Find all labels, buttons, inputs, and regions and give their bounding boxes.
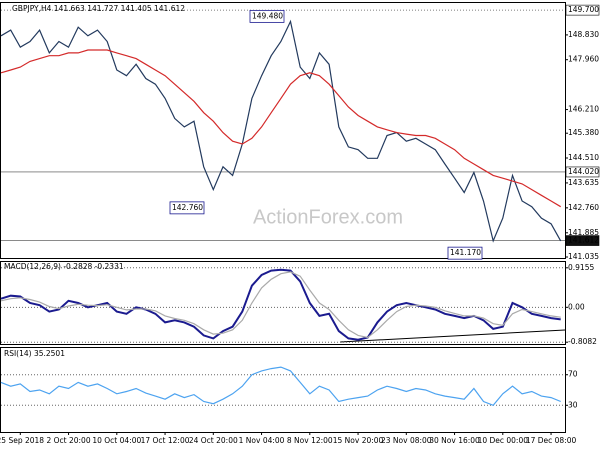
y-tick-label: -0.8082 (568, 337, 597, 346)
level-label: 149.700 (568, 5, 599, 14)
annotation-label: 149.480 (252, 11, 283, 20)
y-tick-label: 0.9155 (568, 263, 594, 272)
level-box (565, 166, 600, 178)
watermark: ActionForex.com (253, 206, 403, 228)
annotation-label: 142.760 (172, 203, 203, 212)
x-tick-label: 1 Nov 04:00 (239, 436, 285, 445)
x-tick-label: 8 Nov 12:00 (287, 436, 333, 445)
x-tick-label: 24 Oct 20:00 (189, 436, 238, 445)
series-line (0, 49, 562, 208)
rsi-panel (0, 347, 566, 433)
level-box (565, 4, 600, 16)
y-tick-label: 30 (568, 400, 578, 409)
annotation-label: 141.170 (450, 248, 481, 257)
x-tick-label: 30 Nov 16:00 (429, 436, 480, 445)
series-line (0, 366, 561, 407)
level-box (565, 235, 600, 246)
y-tick-label: 148.830 (568, 30, 599, 39)
chart-title: GBPJPY,H4 141.663 141.727 141.405 141.61… (12, 4, 185, 13)
y-tick-label: 143.635 (568, 178, 599, 187)
level-label: 144.020 (568, 167, 599, 176)
y-tick-label: 70 (568, 370, 578, 379)
macd-title: MACD(12,26,9) -0.2828 -0.2331 (4, 262, 124, 271)
x-tick-label: 10 Oct 04:00 (92, 436, 141, 445)
x-tick-label: 2 Oct 20:00 (46, 436, 90, 445)
x-tick-label: 10 Dec 00:00 (478, 436, 529, 445)
y-tick-label: 141.885 (568, 228, 599, 237)
macd-trendline (339, 329, 566, 343)
x-tick-label: 15 Nov 20:00 (333, 436, 384, 445)
level-label: 141.612 (568, 236, 599, 245)
y-tick-label: 145.380 (568, 128, 599, 137)
annotation-box (447, 246, 483, 260)
y-tick-label: 0.00 (568, 302, 585, 311)
x-tick-label: 25 Sep 2018 (0, 436, 44, 445)
rsi-title: RSI(14) 35.2501 (4, 349, 65, 358)
annotation-box (169, 201, 205, 215)
price-panel (0, 2, 566, 259)
y-tick-label: 141.035 (568, 252, 599, 261)
series-line (0, 271, 561, 339)
y-tick-label: 147.960 (568, 55, 599, 64)
macd-panel (0, 261, 566, 345)
y-tick-label: 144.510 (568, 153, 599, 162)
y-tick-label: 146.210 (568, 105, 599, 114)
y-tick-label: 142.760 (568, 203, 599, 212)
x-tick-label: 17 Dec 08:00 (526, 436, 577, 445)
annotation-box (249, 9, 285, 23)
x-tick-label: 17 Oct 12:00 (141, 436, 190, 445)
x-tick-label: 23 Nov 08:00 (381, 436, 432, 445)
series-line (0, 19, 562, 243)
